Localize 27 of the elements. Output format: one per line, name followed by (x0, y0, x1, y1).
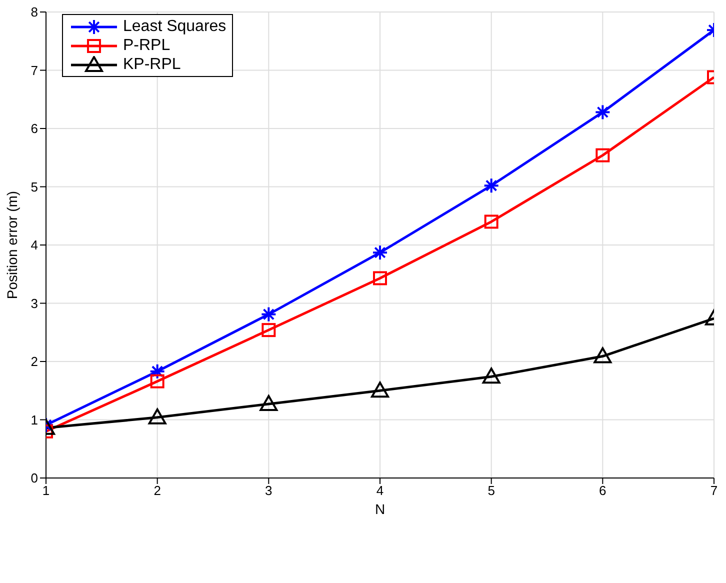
y-tick-label: 0 (30, 470, 38, 486)
point (482, 368, 500, 384)
y-tick-label: 4 (30, 238, 38, 253)
legend-label: KP-RPL (123, 56, 181, 74)
y-tick-label: 5 (30, 179, 38, 194)
x-tick-label: 5 (488, 483, 495, 498)
y-tick-label: 3 (30, 296, 38, 311)
y-tick-label: 8 (30, 4, 38, 20)
y-tick-label: 1 (30, 412, 38, 428)
point (484, 214, 498, 229)
legend-label: Least Squares (123, 18, 226, 36)
y-tick-label: 7 (30, 62, 38, 78)
x-axis-title: N (374, 501, 386, 517)
x-tick-label: 4 (376, 483, 384, 498)
y-tick-label: 2 (30, 354, 38, 370)
x-tick-label: 2 (154, 483, 161, 498)
y-tick-label: 6 (30, 121, 38, 136)
point (260, 395, 278, 412)
point (262, 323, 276, 338)
legend-label: P-RPL (123, 36, 170, 54)
point (371, 382, 389, 398)
x-tick-label: 6 (599, 483, 606, 498)
x-tick-label: 1 (42, 483, 50, 498)
point (373, 271, 387, 286)
y-axis-title: Position error (m) (4, 190, 20, 300)
x-tick-label: 7 (710, 483, 718, 498)
x-tick-label: 3 (265, 483, 272, 498)
